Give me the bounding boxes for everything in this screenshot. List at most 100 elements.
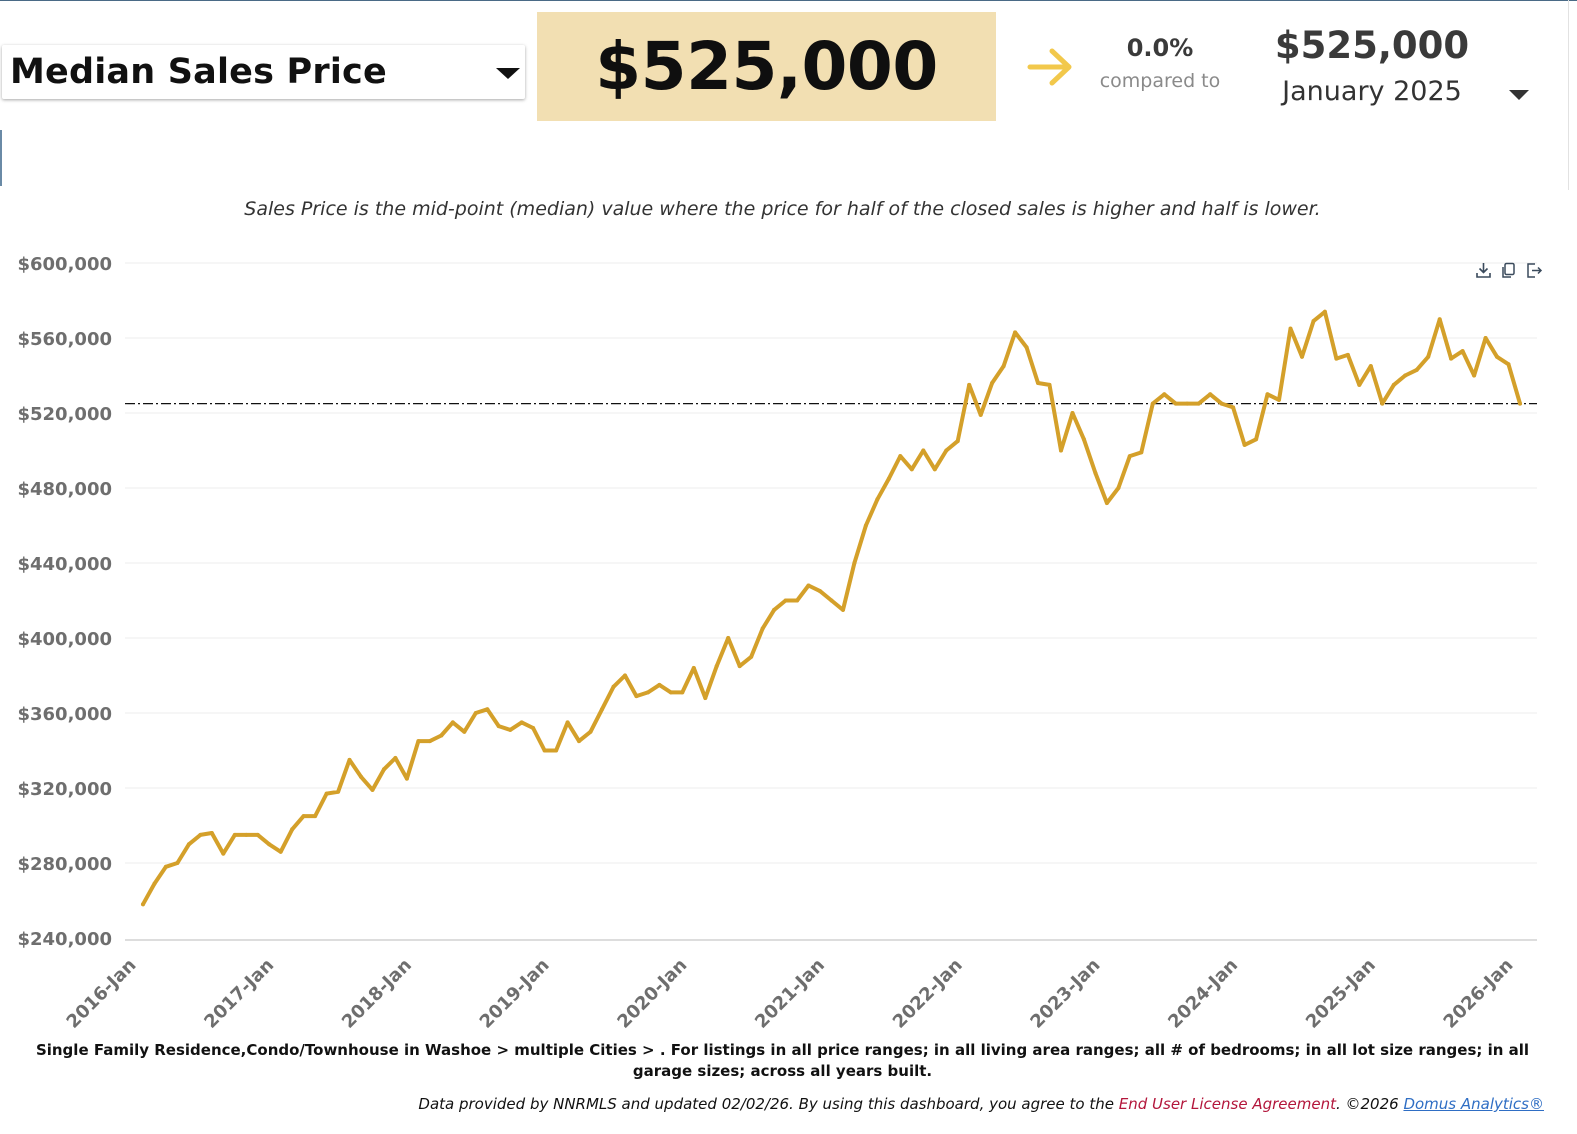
data-point (382, 767, 386, 772)
data-point (1127, 454, 1132, 459)
data-point (1150, 401, 1155, 406)
data-point (141, 902, 145, 907)
y-tick-label: $480,000 (17, 479, 112, 500)
data-point (1460, 349, 1465, 354)
data-point (714, 664, 719, 669)
data-point (1104, 501, 1109, 505)
data-point (209, 831, 214, 835)
data-point (852, 561, 857, 565)
y-tick-label: $520,000 (17, 404, 112, 425)
data-point (1070, 411, 1075, 415)
data-point (932, 467, 937, 472)
data-point (726, 636, 731, 640)
listing-filters-description: Single Family Residence,Condo/Townhouse … (35, 1041, 1530, 1080)
copy-icon[interactable] (1499, 261, 1518, 280)
data-point (1300, 354, 1304, 359)
data-point (1345, 352, 1350, 357)
chart-toolbar (1474, 261, 1543, 280)
data-point (462, 729, 467, 734)
data-point (634, 694, 639, 699)
metric-dropdown[interactable]: Median Sales Price (2, 45, 525, 99)
data-point (1047, 382, 1052, 387)
data-point (1472, 373, 1477, 378)
x-tick-label: 2016-Jan (63, 955, 141, 1033)
data-point (668, 690, 673, 695)
data-point (244, 832, 249, 837)
data-point (1139, 450, 1144, 455)
data-point (1162, 392, 1167, 397)
data-point (554, 748, 559, 753)
data-point (1311, 319, 1316, 324)
data-point (955, 439, 960, 444)
grid-lines (125, 262, 1537, 864)
data-point (1254, 437, 1259, 442)
metric-dropdown-label: Median Sales Price (10, 52, 387, 92)
top-border (0, 0, 1577, 1)
data-point (1208, 392, 1213, 397)
eula-link[interactable]: End User License Agreement (1118, 1095, 1336, 1113)
series-points (141, 309, 1522, 907)
data-point (496, 724, 501, 729)
data-point (290, 827, 295, 832)
data-point (301, 814, 306, 819)
data-point (347, 757, 352, 762)
data-point (439, 733, 444, 738)
data-point (898, 454, 903, 459)
data-point (313, 814, 318, 819)
data-point (1426, 354, 1431, 359)
data-point (255, 832, 260, 837)
y-tick-label: $560,000 (17, 329, 112, 350)
current-value: $525,000 (595, 28, 938, 105)
data-point (1093, 471, 1098, 475)
data-point (186, 842, 191, 847)
x-tick-label: 2026-Jan (1440, 955, 1518, 1033)
data-point (508, 727, 513, 732)
data-point (1265, 392, 1270, 397)
data-point (1483, 336, 1488, 340)
x-tick-label: 2019-Jan (476, 955, 554, 1033)
data-point (1391, 382, 1396, 387)
data-point (1403, 373, 1408, 378)
data-point (1001, 364, 1006, 369)
attribution-copyright: . ©2026 (1335, 1095, 1399, 1113)
data-point (359, 774, 363, 779)
data-point (1322, 309, 1327, 314)
data-point (760, 626, 765, 631)
data-point (565, 720, 570, 725)
data-point (1013, 330, 1018, 335)
data-point (657, 682, 662, 687)
data-point (875, 497, 880, 502)
data-point (1518, 401, 1522, 406)
data-point (967, 382, 972, 387)
data-point (1059, 448, 1063, 453)
data-point (600, 707, 604, 712)
data-point (267, 842, 272, 847)
download-icon[interactable] (1474, 261, 1493, 280)
current-value-panel: $525,000 (537, 12, 996, 121)
data-point (703, 696, 708, 700)
x-tick-label: 2017-Jan (200, 955, 278, 1033)
data-point (232, 832, 237, 837)
data-point (1219, 401, 1224, 406)
export-icon[interactable] (1524, 261, 1543, 280)
data-point (623, 673, 627, 678)
compare-period-dropdown[interactable]: January 2025 (1270, 76, 1546, 114)
data-point (863, 523, 868, 528)
data-point (1242, 442, 1247, 447)
data-point (737, 664, 742, 669)
y-tick-label: $280,000 (17, 854, 112, 875)
data-point (1380, 401, 1385, 406)
y-tick-label: $320,000 (17, 779, 112, 800)
data-point (198, 832, 203, 837)
data-point (324, 791, 329, 796)
attribution-text: Data provided by NNRMLS and updated 02/0… (418, 1095, 1114, 1113)
data-point (577, 739, 581, 744)
data-point (542, 748, 547, 753)
data-point (519, 720, 524, 725)
arrow-right-icon (1027, 48, 1072, 86)
x-tick-label: 2025-Jan (1302, 955, 1380, 1033)
data-point (1506, 362, 1511, 367)
data-point (450, 720, 455, 725)
domus-analytics-link[interactable]: Domus Analytics® (1403, 1095, 1544, 1113)
x-tick-label: 2023-Jan (1026, 955, 1104, 1033)
